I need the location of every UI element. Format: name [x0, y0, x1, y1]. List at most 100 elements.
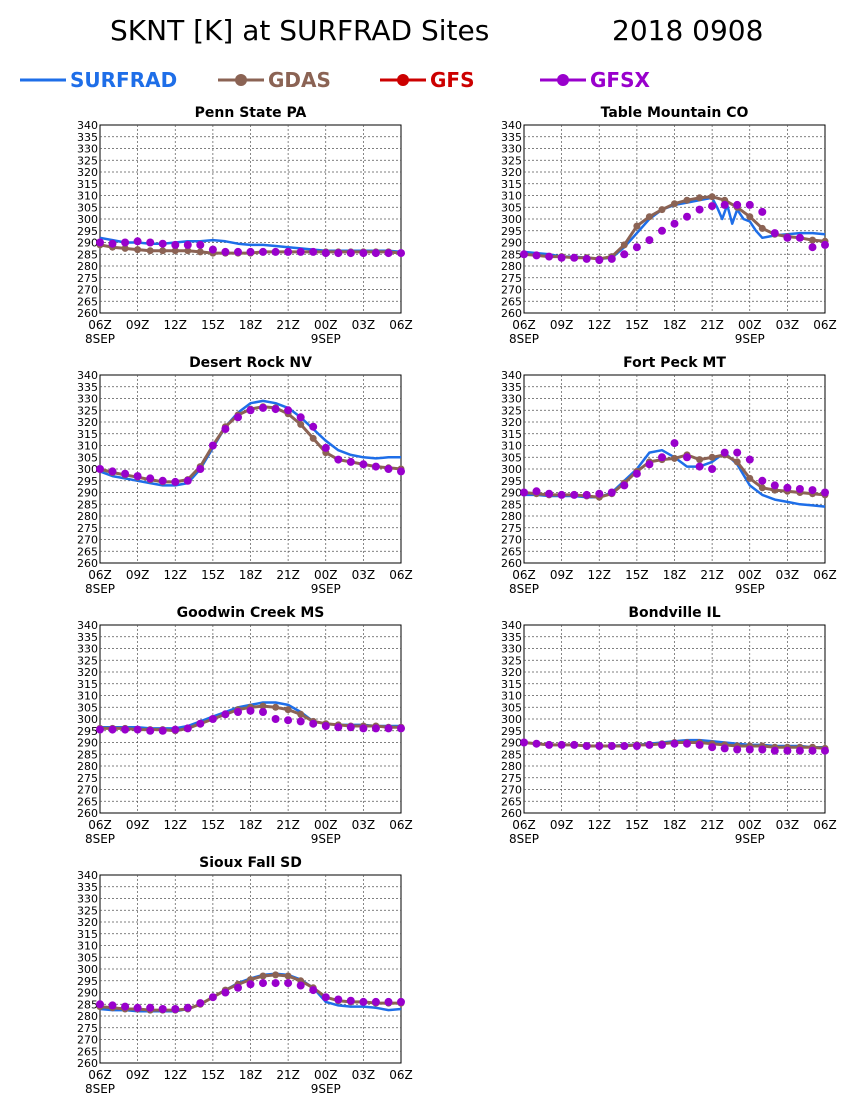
x-tick-label: 12Z — [164, 818, 188, 832]
data-point — [196, 465, 205, 473]
x-tick-label: 03Z — [352, 818, 376, 832]
x-tick-label: 12Z — [164, 318, 188, 332]
data-point — [309, 422, 318, 431]
y-tick-label: 320 — [501, 666, 522, 679]
legend-marker — [557, 74, 569, 86]
data-point — [371, 997, 380, 1006]
data-point — [397, 249, 405, 258]
panel-title: Sioux Fall SD — [199, 855, 302, 871]
y-tick-label: 290 — [77, 737, 98, 750]
data-point — [196, 248, 204, 256]
y-tick-label: 290 — [501, 237, 522, 250]
data-point — [183, 1003, 192, 1012]
x-tick-label: 15Z — [201, 568, 225, 582]
series-gfsx — [520, 738, 829, 755]
data-point — [632, 742, 641, 750]
data-point — [271, 715, 280, 723]
legend-label: GFS — [430, 68, 474, 92]
x-tick-label: 06Z — [389, 1068, 413, 1082]
y-tick-label: 305 — [501, 701, 522, 714]
y-tick-label: 260 — [77, 557, 98, 570]
x-date-label: 9SEP — [735, 832, 765, 846]
x-tick-label: 18Z — [239, 1068, 263, 1082]
data-point — [309, 247, 318, 256]
data-point — [158, 239, 167, 248]
legend-item-gdas: GDAS — [218, 68, 331, 92]
data-point — [783, 483, 792, 492]
data-point — [384, 997, 393, 1006]
y-tick-label: 295 — [77, 975, 98, 988]
y-tick-label: 275 — [501, 772, 522, 785]
data-point — [121, 238, 130, 247]
x-date-label: 8SEP — [85, 332, 115, 346]
data-point — [557, 490, 566, 499]
data-point — [272, 971, 280, 979]
x-tick-label: 00Z — [738, 818, 762, 832]
legend-item-gfsx: GFSX — [540, 68, 650, 92]
x-tick-label: 03Z — [352, 568, 376, 582]
y-tick-label: 325 — [501, 404, 522, 417]
data-point — [221, 247, 230, 256]
data-point — [134, 246, 142, 254]
data-point — [658, 453, 666, 462]
y-tick-label: 300 — [501, 463, 522, 476]
data-point — [658, 226, 666, 235]
y-tick-label: 330 — [501, 643, 522, 656]
x-tick-label: 09Z — [126, 1068, 150, 1082]
x-tick-label: 21Z — [700, 818, 724, 832]
y-tick-label: 260 — [77, 307, 98, 320]
data-point — [296, 247, 305, 256]
data-point — [259, 702, 267, 710]
y-tick-label: 295 — [501, 725, 522, 738]
data-point — [346, 457, 355, 466]
data-point — [708, 465, 717, 473]
data-point — [271, 247, 280, 256]
y-tick-label: 265 — [77, 545, 98, 558]
data-point — [520, 250, 528, 259]
data-point — [321, 993, 330, 1002]
x-tick-label: 12Z — [164, 1068, 188, 1082]
y-tick-label: 340 — [77, 119, 98, 132]
x-tick-label: 18Z — [239, 318, 263, 332]
y-tick-label: 305 — [77, 201, 98, 214]
data-point — [595, 256, 604, 265]
y-tick-label: 300 — [501, 213, 522, 226]
data-point — [670, 439, 679, 448]
data-point — [821, 240, 829, 249]
data-point — [809, 236, 816, 244]
data-point — [96, 238, 104, 247]
data-point — [334, 995, 343, 1004]
figure-date: 2018 0908 — [612, 14, 763, 47]
data-point — [758, 476, 767, 485]
data-point — [745, 200, 754, 209]
x-tick-label: 06Z — [389, 318, 413, 332]
data-point — [309, 986, 318, 995]
data-point — [595, 742, 604, 750]
data-point — [309, 434, 317, 442]
x-tick-label: 06Z — [512, 818, 536, 832]
y-tick-label: 265 — [501, 545, 522, 558]
y-tick-label: 330 — [77, 393, 98, 406]
y-tick-label: 330 — [77, 143, 98, 156]
x-tick-label: 21Z — [276, 1068, 300, 1082]
data-point — [720, 744, 729, 753]
data-point — [133, 725, 142, 734]
y-tick-label: 270 — [77, 784, 98, 797]
data-point — [397, 467, 405, 476]
data-point — [297, 710, 305, 718]
panel-goodwin-creek-ms: Goodwin Creek MS 260265270275280285290295… — [77, 605, 413, 846]
x-tick-label: 09Z — [126, 818, 150, 832]
data-point — [246, 980, 255, 989]
data-point — [96, 1000, 104, 1009]
data-point — [758, 484, 766, 492]
y-tick-label: 285 — [501, 748, 522, 761]
x-tick-label: 12Z — [588, 818, 612, 832]
data-point — [745, 745, 754, 754]
series-gfsx — [96, 403, 405, 486]
data-point — [746, 213, 754, 221]
data-point — [384, 724, 393, 733]
data-point — [758, 224, 766, 232]
y-tick-label: 320 — [77, 666, 98, 679]
x-tick-label: 00Z — [314, 818, 338, 832]
